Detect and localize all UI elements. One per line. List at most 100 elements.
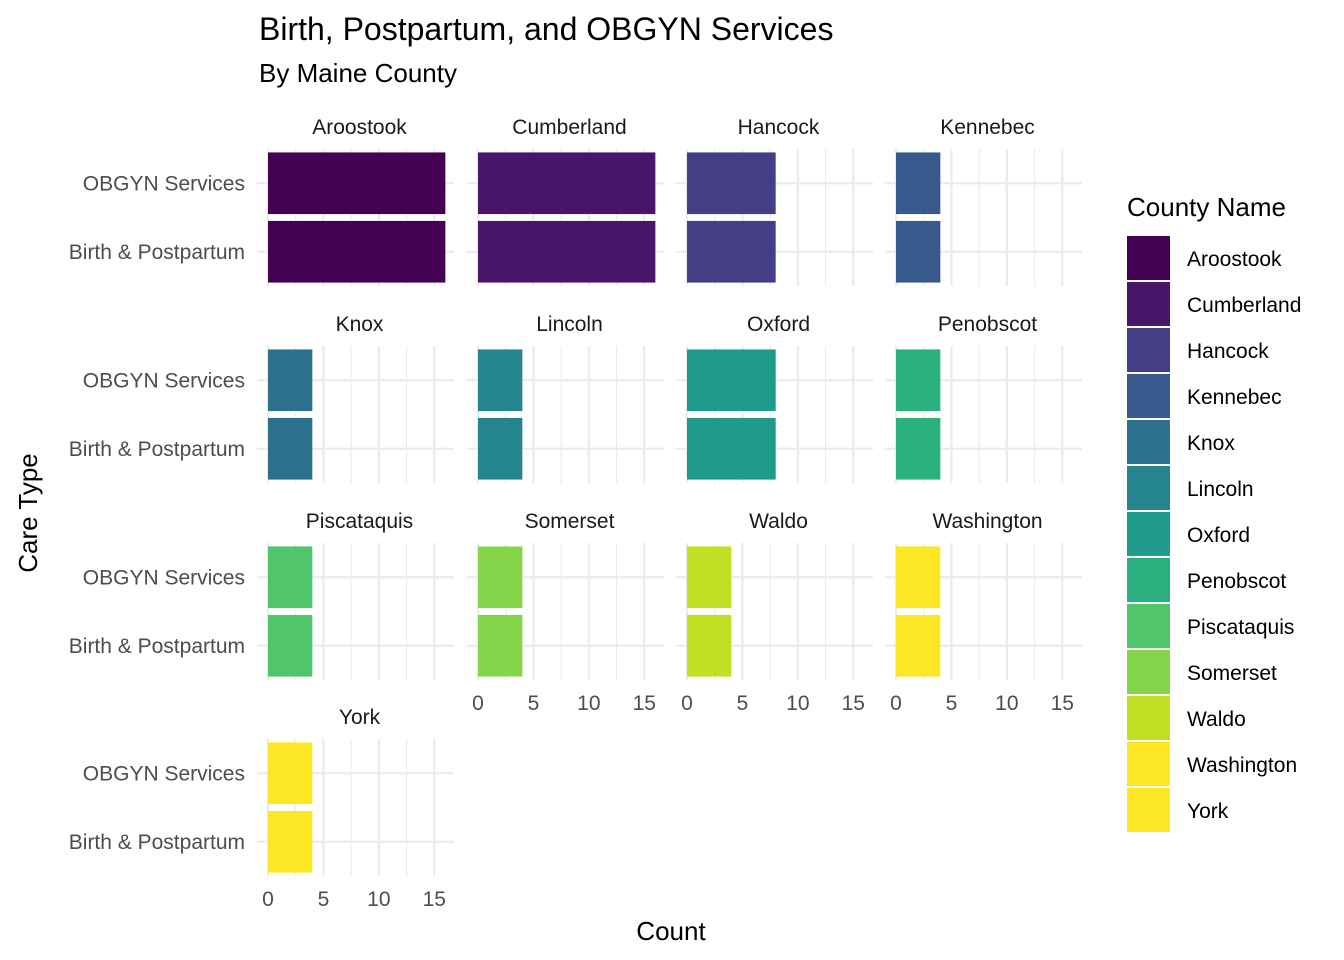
bar-piscataquis-birth-postpartum [268,614,313,677]
y-tick-label: Birth & Postpartum [69,241,245,264]
x-tick-label: 15 [633,692,656,715]
bar-washington-birth-postpartum [896,614,941,677]
y-axis-title: Care Type [13,453,43,572]
facet-strip-label: Waldo [749,510,808,533]
x-tick-label: 10 [786,692,809,715]
legend-key [1127,742,1170,786]
legend-key [1127,558,1170,602]
legend-label: Cumberland [1187,294,1301,317]
legend-key [1127,236,1170,280]
legend-key [1127,282,1170,326]
legend-title: County Name [1127,192,1286,222]
chart-subtitle: By Maine County [259,58,457,88]
facet-washington: Washington 0 5 10 15 [885,510,1082,715]
facet-strip-label: Washington [932,510,1042,533]
legend-label: Waldo [1187,708,1246,731]
x-tick-label: 15 [842,692,865,715]
facet-knox: Knox Birth & Postpartum OBGYN Services [69,313,454,483]
x-tick-label: 15 [1051,692,1074,715]
facet-kennebec: Kennebec [885,116,1082,286]
facet-strip-label: Piscataquis [306,510,413,533]
bar-hancock-obgyn-services [687,152,776,215]
legend-label: Washington [1187,754,1297,777]
facet-strip-label: Somerset [525,510,615,533]
x-tick-label: 5 [528,692,540,715]
legend-item-penobscot: Penobscot [1127,558,1286,602]
chart-title: Birth, Postpartum, and OBGYN Services [259,11,833,47]
bar-knox-birth-postpartum [268,417,313,480]
y-tick-label: OBGYN Services [83,369,245,392]
x-tick-label: 10 [367,888,390,911]
bar-somerset-obgyn-services [478,546,523,609]
bar-aroostook-birth-postpartum [268,220,446,283]
x-tick-label: 0 [262,888,274,911]
bar-york-obgyn-services [268,742,313,805]
legend-item-somerset: Somerset [1127,650,1277,694]
bar-cumberland-birth-postpartum [478,220,656,283]
y-tick-label: Birth & Postpartum [69,438,245,461]
legend-label: Oxford [1187,524,1250,547]
facet-waldo: Waldo 0 5 10 15 [676,510,873,715]
bar-kennebec-birth-postpartum [896,220,941,283]
bar-cumberland-obgyn-services [478,152,656,215]
bar-washington-obgyn-services [896,546,941,609]
legend-key [1127,466,1170,510]
legend-label: Somerset [1187,662,1277,685]
bar-aroostook-obgyn-services [268,152,446,215]
x-tick-label: 0 [472,692,484,715]
legend-label: Kennebec [1187,386,1282,409]
x-tick-label: 0 [681,692,693,715]
x-tick-label: 5 [737,692,749,715]
legend-label: York [1187,800,1229,823]
legend-label: Aroostook [1187,248,1282,271]
facet-strip-label: Penobscot [938,313,1037,336]
bar-somerset-birth-postpartum [478,614,523,677]
bar-penobscot-birth-postpartum [896,417,941,480]
facet-strip-label: Oxford [747,313,810,336]
legend-key [1127,604,1170,648]
facet-piscataquis: Piscataquis Birth & Postpartum OBGYN Servi… [69,510,454,680]
facet-aroostook: Aroostook Birth & Postpartum OBGYN Service… [69,116,454,286]
y-tick-label: OBGYN Services [83,762,245,785]
facet-strip-label: Cumberland [512,116,626,139]
legend-label: Knox [1187,432,1235,455]
facet-strip-label: Hancock [738,116,820,139]
facet-hancock: Hancock [676,116,873,286]
legend-label: Piscataquis [1187,616,1294,639]
legend-item-aroostook: Aroostook [1127,236,1282,280]
facet-strip-label: Kennebec [940,116,1035,139]
x-tick-label: 5 [318,888,330,911]
legend-item-piscataquis: Piscataquis [1127,604,1294,648]
y-tick-label: OBGYN Services [83,566,245,589]
bar-knox-obgyn-services [268,349,313,412]
bar-waldo-birth-postpartum [687,614,732,677]
legend-item-washington: Washington [1127,742,1297,786]
facet-somerset: Somerset 0 5 10 15 [467,510,664,715]
legend-key [1127,512,1170,556]
legend-key [1127,788,1170,832]
bar-lincoln-obgyn-services [478,349,523,412]
legend-key [1127,374,1170,418]
facet-york: York Birth & Postpartum OBGYN Services 0 5 10… [69,706,454,911]
bar-penobscot-obgyn-services [896,349,941,412]
y-tick-label: Birth & Postpartum [69,635,245,658]
bar-oxford-obgyn-services [687,349,776,412]
y-tick-label: OBGYN Services [83,172,245,195]
facet-strip-label: Aroostook [312,116,407,139]
legend-item-hancock: Hancock [1127,328,1269,372]
facet-strip-label: York [339,706,381,729]
facet-lincoln: Lincoln [467,313,664,483]
legend-item-york: York [1127,788,1229,832]
x-axis-title: Count [636,916,706,946]
facet-strip-label: Lincoln [536,313,603,336]
facet-panels: Aroostook Birth & Postpartum OBGYN Service… [69,116,1082,911]
legend-key [1127,696,1170,740]
x-tick-label: 5 [946,692,958,715]
facet-penobscot: Penobscot [885,313,1082,483]
legend-label: Hancock [1187,340,1269,363]
bar-waldo-obgyn-services [687,546,732,609]
legend-item-cumberland: Cumberland [1127,282,1301,326]
legend-key [1127,420,1170,464]
legend-key [1127,650,1170,694]
legend-item-waldo: Waldo [1127,696,1246,740]
